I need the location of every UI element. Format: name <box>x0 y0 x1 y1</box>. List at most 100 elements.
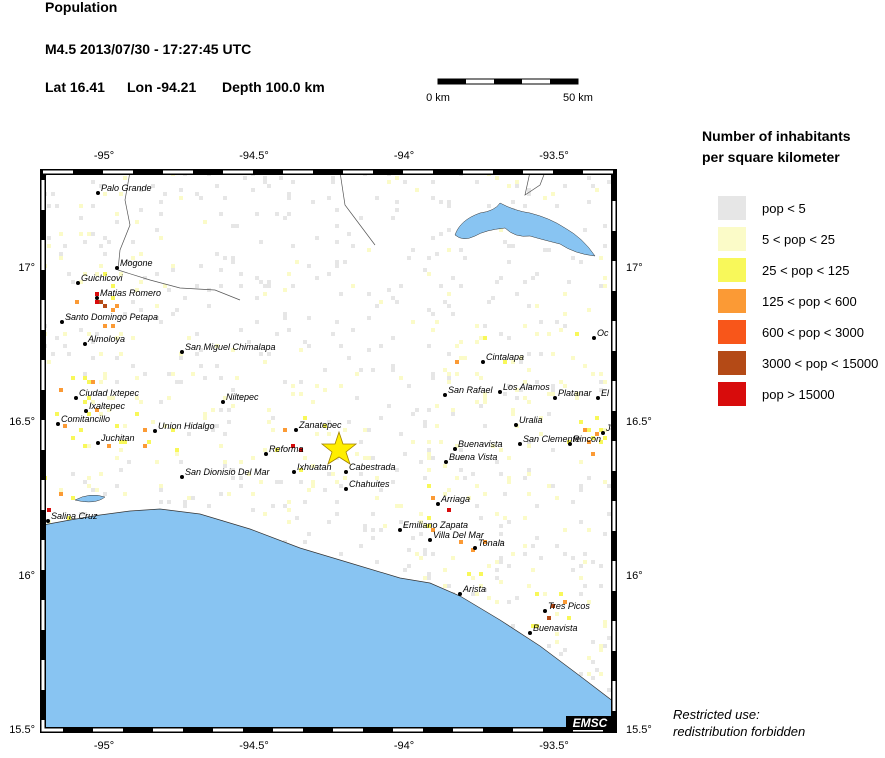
y-axis-label: 15.5° <box>626 724 652 736</box>
pop-cell <box>439 232 443 236</box>
pop-cell <box>499 540 503 544</box>
pop-cell <box>603 244 607 248</box>
pop-cell <box>299 392 303 396</box>
pop-cell <box>411 248 415 252</box>
pop-cell <box>331 180 335 184</box>
pop-cell <box>123 492 127 496</box>
pop-cell <box>47 508 51 512</box>
place-dot <box>528 631 532 635</box>
place-label: Tres Picos <box>548 601 590 611</box>
pop-cell <box>379 416 383 420</box>
note: redistribution forbidden <box>673 724 805 739</box>
pop-cell <box>167 500 171 504</box>
legend-label: 25 < pop < 125 <box>762 263 849 278</box>
pop-cell <box>87 396 91 400</box>
pop-cell <box>163 424 167 428</box>
pop-cell <box>547 644 551 648</box>
pop-cell <box>63 424 67 428</box>
pop-cell <box>311 400 315 404</box>
pop-cell <box>195 192 199 196</box>
pop-cell <box>267 420 271 424</box>
pop-cell <box>375 196 379 200</box>
place-dot <box>453 447 457 451</box>
pop-cell <box>411 440 415 444</box>
pop-cell <box>287 328 291 332</box>
pop-cell <box>79 232 83 236</box>
pop-cell <box>579 672 583 676</box>
pop-cell <box>67 272 71 276</box>
place-dot <box>518 442 522 446</box>
pop-cell <box>523 552 527 556</box>
pop-cell <box>435 424 439 428</box>
pop-cell <box>135 220 139 224</box>
pop-cell <box>391 216 395 220</box>
pop-cell <box>267 352 271 356</box>
pop-cell <box>315 236 319 240</box>
pop-cell <box>151 420 155 424</box>
ocean <box>43 508 614 730</box>
pop-cell <box>591 436 595 440</box>
pop-cell <box>99 244 103 248</box>
pop-cell <box>119 192 123 196</box>
pop-cell <box>351 284 355 288</box>
pop-cell <box>119 352 123 356</box>
pop-cell <box>123 176 127 180</box>
pop-cell <box>535 592 539 596</box>
pop-cell <box>323 368 327 372</box>
pop-cell <box>559 380 563 384</box>
legend-label: pop > 15000 <box>762 387 835 402</box>
pop-cell <box>447 228 451 232</box>
pop-cell <box>347 232 351 236</box>
pop-cell <box>259 240 263 244</box>
pop-cell <box>331 332 335 336</box>
pop-cell <box>107 396 111 400</box>
pop-cell <box>375 304 379 308</box>
pop-cell <box>575 396 579 400</box>
pop-cell <box>527 352 531 356</box>
pop-cell <box>227 408 231 412</box>
lat: Lat 16.41 <box>45 79 105 95</box>
pop-cell <box>599 648 603 652</box>
pop-cell <box>283 216 287 220</box>
pop-cell <box>171 264 175 268</box>
pop-cell <box>379 528 383 532</box>
x-axis-label: -95° <box>94 740 114 752</box>
pop-cell <box>63 344 67 348</box>
pop-cell <box>215 184 219 188</box>
y-axis-label: 16.5° <box>9 416 35 428</box>
pop-cell <box>199 348 203 352</box>
pop-cell <box>539 432 543 436</box>
pop-cell <box>83 372 87 376</box>
pop-cell <box>603 436 607 440</box>
pop-cell <box>587 428 591 432</box>
pop-cell <box>535 536 539 540</box>
pop-cell <box>463 356 467 360</box>
pop-cell <box>111 324 115 328</box>
x-axis-label: -94.5° <box>239 740 268 752</box>
pop-cell <box>147 440 151 444</box>
pop-cell <box>327 432 331 436</box>
pop-cell <box>599 672 603 676</box>
pop-cell <box>571 556 575 560</box>
pop-cell <box>447 204 451 208</box>
pop-cell <box>159 200 163 204</box>
pop-cell <box>59 252 63 256</box>
pop-cell <box>423 576 427 580</box>
place-dot <box>292 470 296 474</box>
pop-cell <box>563 552 567 556</box>
pop-cell <box>47 236 51 240</box>
pop-cell <box>423 552 427 556</box>
pop-cell <box>507 184 511 188</box>
place-dot <box>473 546 477 550</box>
pop-cell <box>491 444 495 448</box>
pop-cell <box>599 644 603 648</box>
pop-cell <box>131 256 135 260</box>
border <box>117 172 546 301</box>
pop-cell <box>231 468 235 472</box>
pop-cell <box>103 324 107 328</box>
pop-cell <box>523 204 527 208</box>
pop-cell <box>591 184 595 188</box>
place-dot <box>428 538 432 542</box>
pop-cell <box>347 356 351 360</box>
